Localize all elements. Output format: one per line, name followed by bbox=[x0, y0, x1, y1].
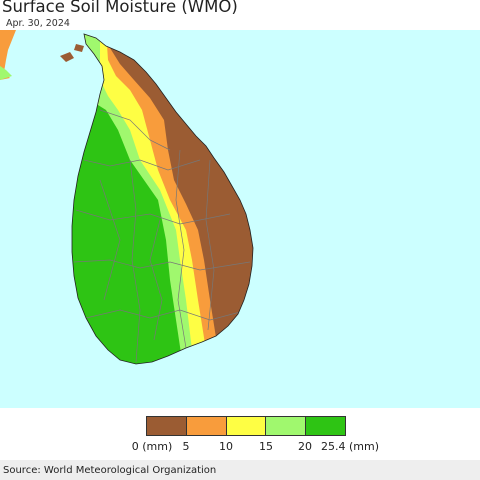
source-footer bbox=[0, 460, 480, 480]
legend-swatch-15-20 bbox=[266, 417, 307, 435]
legend-tick-20: 20 bbox=[298, 440, 312, 453]
legend-tick-15: 15 bbox=[259, 440, 273, 453]
soil-moisture-map bbox=[0, 30, 480, 408]
legend-tick-5: 5 bbox=[182, 440, 190, 453]
legend-tick-10: 10 bbox=[219, 440, 233, 453]
island bbox=[74, 44, 84, 52]
district-borders bbox=[73, 109, 251, 363]
legend-tick-25: 25.4 (mm) bbox=[320, 440, 380, 453]
map-title: Surface Soil Moisture (WMO) bbox=[2, 0, 238, 16]
island bbox=[60, 52, 74, 62]
legend-swatch-0-5 bbox=[147, 417, 187, 435]
legend-color-bar bbox=[146, 416, 346, 436]
source-text: Source: World Meteorological Organizatio… bbox=[3, 465, 217, 476]
india-coast-green bbox=[0, 66, 12, 80]
legend-swatch-10-15 bbox=[226, 417, 267, 435]
legend-tick-0: 0 (mm) bbox=[131, 440, 173, 453]
map-date: Apr. 30, 2024 bbox=[6, 18, 70, 29]
india-coast bbox=[0, 30, 16, 80]
legend-swatch-5-10 bbox=[186, 417, 227, 435]
legend-swatch-20-25 bbox=[306, 417, 345, 435]
